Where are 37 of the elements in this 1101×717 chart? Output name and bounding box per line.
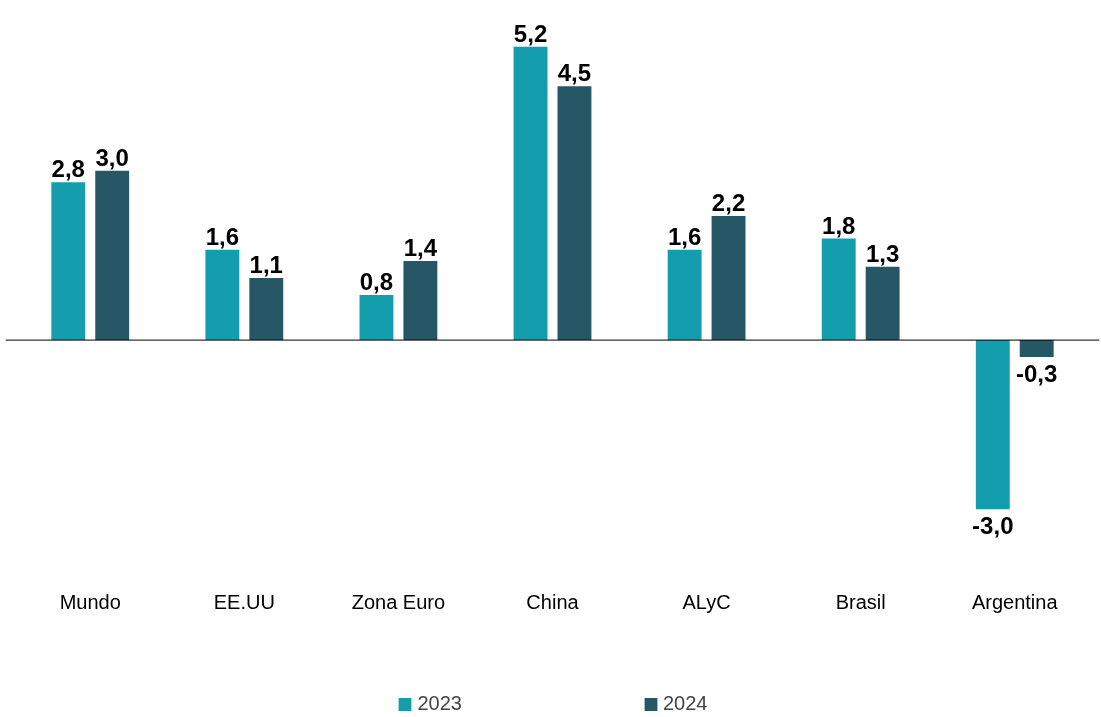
- bar: [403, 261, 438, 341]
- data-label: 1,4: [403, 234, 438, 262]
- bar: [513, 46, 548, 341]
- data-label: 1,6: [205, 222, 240, 250]
- data-label: 4,5: [557, 59, 592, 87]
- legend-label: 2023: [417, 692, 462, 715]
- data-label: -0,3: [1016, 360, 1058, 388]
- bar: [865, 266, 900, 341]
- x-tick-label: EE.UU: [213, 590, 275, 613]
- bar: [975, 340, 1010, 510]
- x-tick-label: ALyC: [682, 590, 731, 613]
- data-label: 5,2: [513, 19, 548, 47]
- data-label: 0,8: [359, 267, 394, 295]
- data-label: 2,8: [51, 155, 85, 183]
- data-label: 1,8: [822, 211, 856, 239]
- bar: [557, 86, 592, 341]
- data-label: 3,0: [95, 143, 129, 171]
- data-label: 2,2: [711, 188, 746, 216]
- data-label: 1,6: [667, 222, 702, 250]
- bar: [821, 238, 856, 341]
- bar: [667, 249, 702, 341]
- bar: [95, 170, 130, 341]
- bar: [249, 278, 284, 341]
- bar: [711, 215, 746, 341]
- x-tick-label: China: [526, 590, 580, 613]
- x-tick-label: Mundo: [59, 590, 121, 613]
- bar: [359, 294, 394, 341]
- data-label: 1,3: [865, 239, 900, 267]
- x-tick-label: Zona Euro: [351, 590, 446, 613]
- x-tick-label: Argentina: [971, 590, 1059, 613]
- bar: [1019, 340, 1054, 358]
- x-tick-label: Brasil: [835, 590, 886, 613]
- data-label: -3,0: [972, 512, 1014, 540]
- bar: [51, 182, 86, 341]
- bar: [205, 249, 240, 341]
- legend-label: 2024: [663, 692, 708, 715]
- data-label: 1,1: [249, 251, 283, 279]
